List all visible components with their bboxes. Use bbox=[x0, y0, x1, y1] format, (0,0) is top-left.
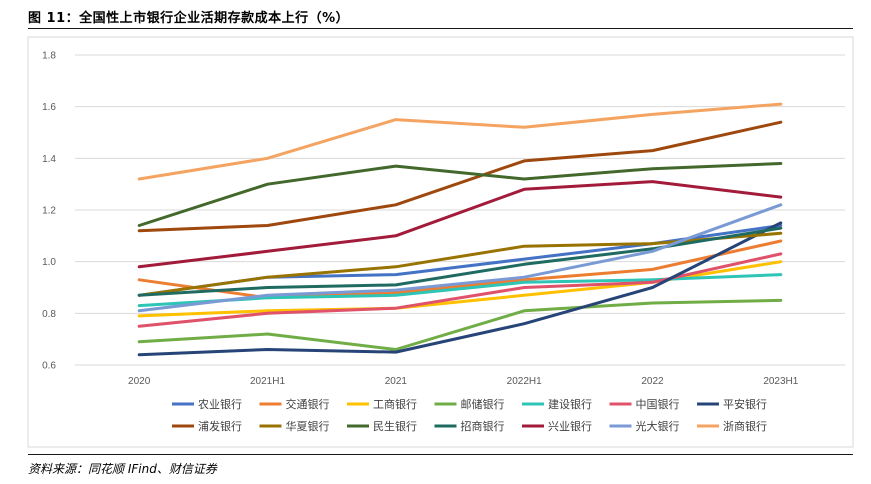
legend-item: 浙商银行 bbox=[697, 419, 767, 433]
legend-label: 建设银行 bbox=[548, 397, 592, 411]
legend-item: 浦发银行 bbox=[172, 419, 242, 433]
legend-item: 邮储银行 bbox=[434, 397, 505, 411]
y-tick-label: 1.4 bbox=[42, 154, 56, 165]
legend-item: 工商银行 bbox=[347, 397, 417, 411]
legend-item: 中国银行 bbox=[609, 397, 680, 411]
top-rule bbox=[28, 28, 853, 29]
legend-item: 光大银行 bbox=[609, 419, 680, 433]
y-tick-label: 0.8 bbox=[42, 309, 56, 320]
x-tick-labels: 2020 2021H1 2021 2022H1 2022 2023H1 bbox=[128, 376, 799, 387]
series-line-3 bbox=[137, 298, 783, 351]
y-tick-label: 0.6 bbox=[42, 361, 56, 372]
legend-label: 华夏银行 bbox=[286, 419, 330, 433]
y-tick-label: 1.8 bbox=[42, 51, 56, 62]
legend-item: 兴业银行 bbox=[522, 419, 592, 433]
legend-item: 民生银行 bbox=[347, 419, 417, 433]
legend-item: 招商银行 bbox=[434, 419, 505, 433]
x-tick-label: 2021H1 bbox=[250, 376, 285, 387]
series-line-1 bbox=[137, 239, 783, 300]
series-line-13 bbox=[137, 102, 783, 181]
legend-label: 光大银行 bbox=[636, 419, 680, 433]
series-line-11 bbox=[137, 180, 783, 269]
legend-label: 邮储银行 bbox=[461, 397, 505, 411]
legend-label: 中国银行 bbox=[636, 397, 680, 411]
series-line-9 bbox=[137, 162, 783, 227]
legend-label: 农业银行 bbox=[198, 397, 242, 411]
legend-item: 华夏银行 bbox=[259, 419, 330, 433]
x-tick-label: 2022 bbox=[641, 376, 664, 387]
series-lines bbox=[137, 102, 783, 357]
series-line-10 bbox=[137, 226, 783, 297]
chart-frame bbox=[27, 36, 854, 448]
y-tick-label: 1.6 bbox=[42, 102, 56, 113]
legend-label: 兴业银行 bbox=[548, 419, 592, 433]
legend-item: 建设银行 bbox=[522, 397, 592, 411]
legend-label: 民生银行 bbox=[373, 419, 417, 433]
y-tick-label: 1.2 bbox=[42, 206, 56, 217]
legend-label: 工商银行 bbox=[373, 397, 417, 411]
y-tick-label: 1.0 bbox=[42, 257, 56, 268]
source-note: 资料来源：同花顺 IFind、财信证券 bbox=[28, 462, 217, 476]
bottom-rule bbox=[28, 454, 853, 455]
y-tick-labels: 0.6 0.8 1.0 1.2 1.4 1.6 1.8 bbox=[42, 51, 56, 372]
series-line-8 bbox=[137, 231, 783, 297]
legend-item: 交通银行 bbox=[259, 397, 330, 411]
figure-title: 图 11：全国性上市银行企业活期存款成本上行（%） bbox=[28, 11, 350, 26]
x-tick-label: 2020 bbox=[128, 376, 151, 387]
legend-label: 浦发银行 bbox=[198, 419, 242, 433]
x-tick-label: 2022H1 bbox=[507, 376, 542, 387]
legend-label: 平安银行 bbox=[723, 397, 767, 411]
series-line-12 bbox=[137, 203, 783, 313]
legend-label: 招商银行 bbox=[461, 419, 505, 433]
series-line-7 bbox=[137, 120, 783, 233]
x-tick-label: 2023H1 bbox=[763, 376, 798, 387]
x-tick-label: 2021 bbox=[385, 376, 408, 387]
legend-item: 平安银行 bbox=[697, 397, 767, 411]
series-line-6 bbox=[137, 221, 783, 357]
legend-label: 浙商银行 bbox=[723, 419, 767, 433]
legend-label: 交通银行 bbox=[286, 397, 330, 411]
legend-item: 农业银行 bbox=[172, 397, 242, 411]
